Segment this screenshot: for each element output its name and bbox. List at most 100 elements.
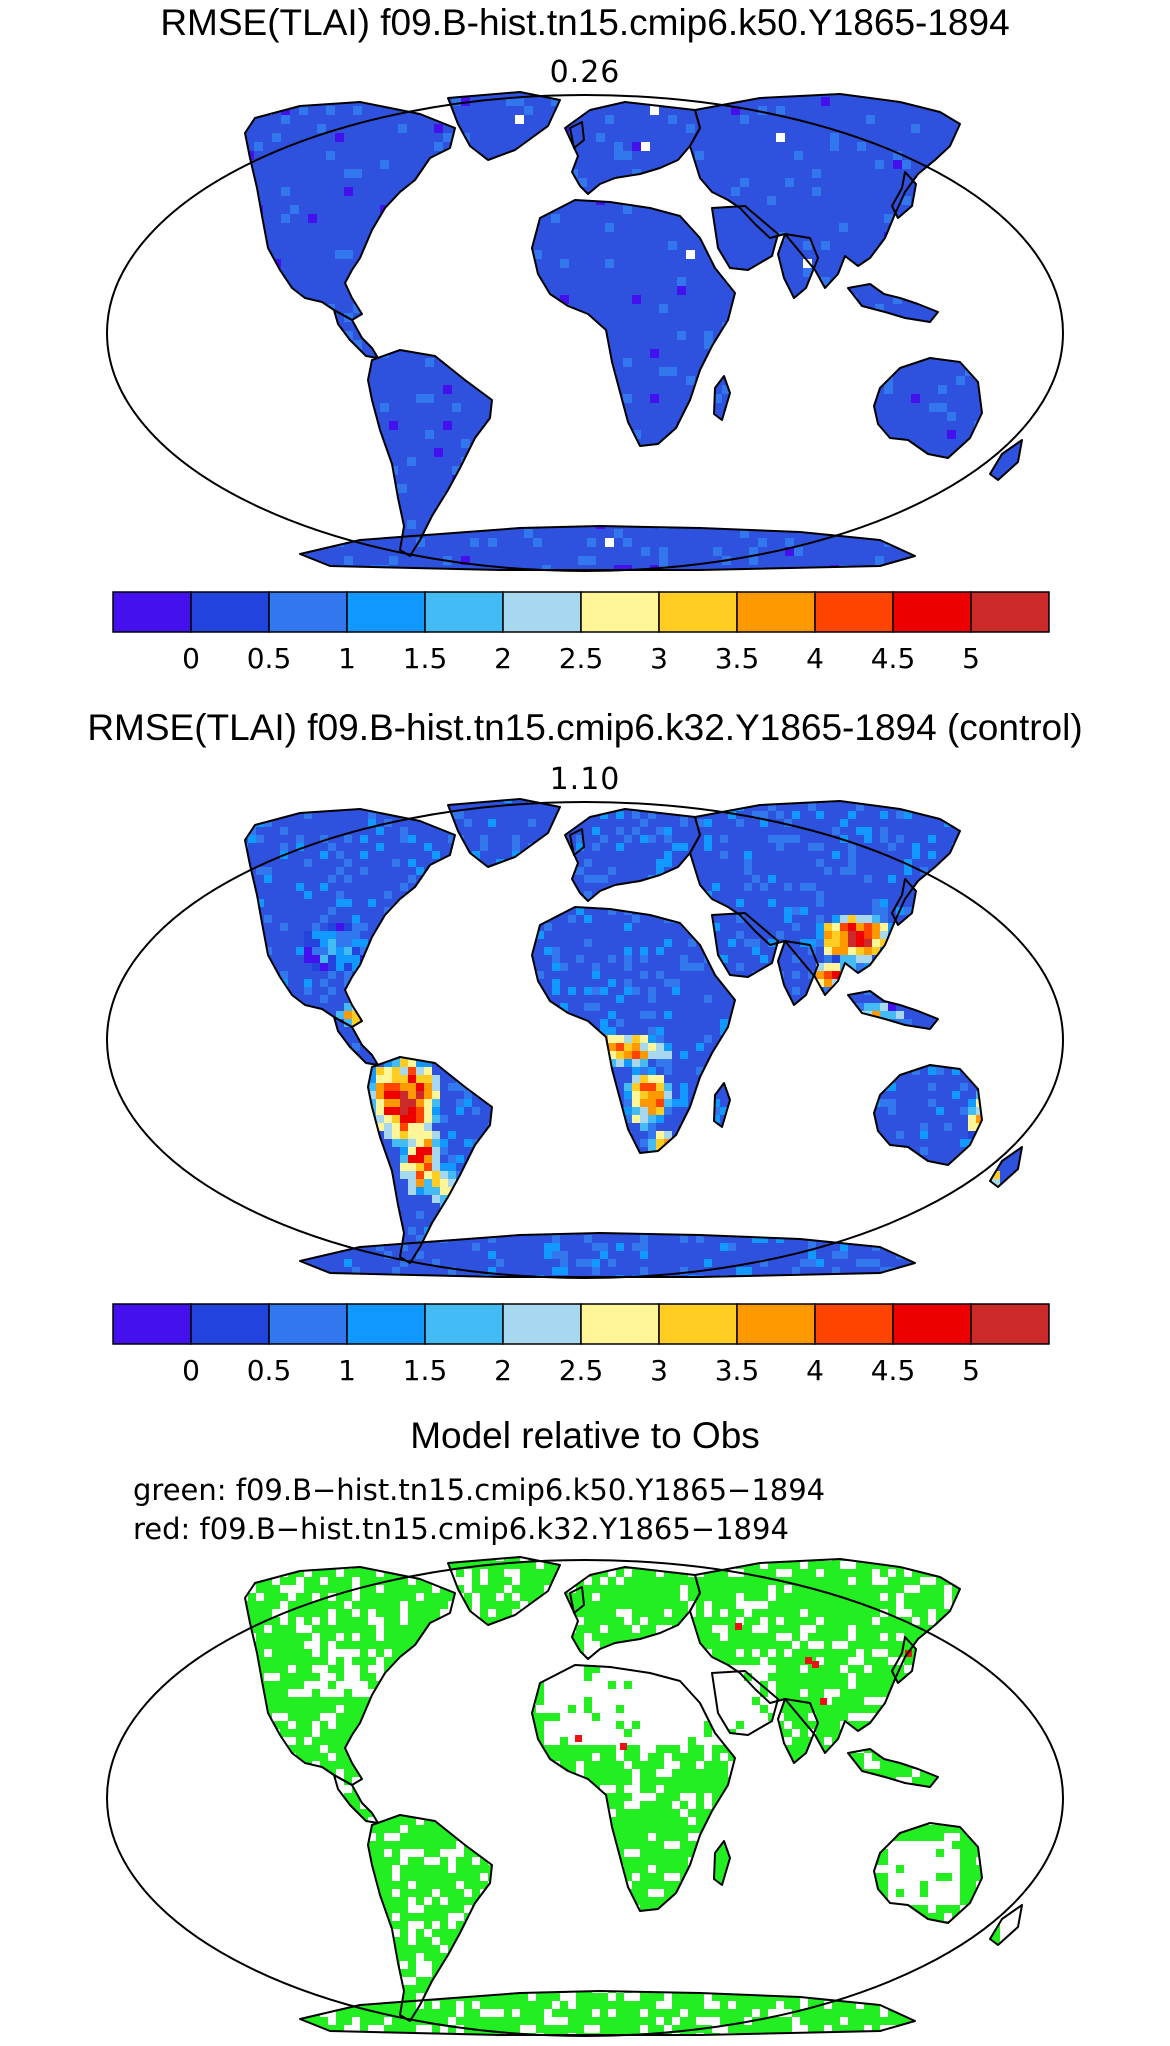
colorbar-tick-label: 1.5 bbox=[403, 1354, 448, 1387]
colorbar-tick-label: 3.5 bbox=[715, 642, 760, 675]
coastline-north-america bbox=[244, 101, 456, 321]
colorbar-tick-label: 4 bbox=[806, 1354, 824, 1387]
colorbar-swatch bbox=[970, 1303, 1050, 1345]
colorbar-tick-label: 4.5 bbox=[871, 642, 916, 675]
coastline-se-asia-islands bbox=[847, 990, 939, 1030]
coastline-australia bbox=[873, 1064, 983, 1166]
coastline-greenland bbox=[447, 798, 561, 868]
coastline-se-asia-islands bbox=[847, 283, 939, 323]
coastline-europe bbox=[564, 1566, 701, 1660]
coastline-south-america bbox=[367, 1056, 493, 1264]
colorbar-swatch bbox=[190, 1303, 270, 1345]
coastline-madagascar bbox=[713, 375, 731, 421]
coastline-australia bbox=[873, 357, 983, 459]
coastline-japan bbox=[891, 1636, 917, 1684]
colorbar-tick-label: 2.5 bbox=[559, 642, 604, 675]
globe-outline bbox=[106, 1559, 1064, 2037]
colorbar-tick-label: 3 bbox=[650, 1354, 668, 1387]
coastline-asia bbox=[689, 93, 961, 289]
colorbar-swatch bbox=[268, 591, 348, 633]
colorbar-swatch bbox=[580, 591, 660, 633]
coastline-india bbox=[777, 940, 819, 1006]
panel-2-value: 1.10 bbox=[549, 762, 621, 797]
coastlines bbox=[244, 1556, 1023, 2036]
coastline-madagascar bbox=[713, 1082, 731, 1128]
colorbar-tick-label: 1.5 bbox=[403, 642, 448, 675]
coastline-arabia bbox=[711, 912, 779, 978]
colorbar-swatch bbox=[112, 1303, 192, 1345]
coastline-new-zealand bbox=[989, 1146, 1023, 1188]
colorbar-swatch bbox=[346, 591, 426, 633]
colorbar-swatch bbox=[268, 1303, 348, 1345]
colorbar-tick-label: 0.5 bbox=[247, 1354, 292, 1387]
colorbar-swatch bbox=[346, 1303, 426, 1345]
globe-outline bbox=[106, 801, 1064, 1279]
coastline-greenland bbox=[447, 1556, 561, 1626]
globe-outline bbox=[106, 94, 1064, 572]
panel-3-title: Model relative to Obs bbox=[410, 1415, 760, 1456]
colorbar-tick-label: 0.5 bbox=[247, 642, 292, 675]
coastline-asia bbox=[689, 800, 961, 996]
colorbar-swatch bbox=[970, 591, 1050, 633]
colorbar-tick-label: 0 bbox=[182, 642, 200, 675]
colorbar-swatch bbox=[814, 1303, 894, 1345]
coastline-africa bbox=[531, 199, 736, 447]
colorbar-swatch bbox=[424, 1303, 504, 1345]
coastline-japan bbox=[891, 171, 917, 219]
coastline-uk bbox=[569, 1586, 585, 1614]
colorbar-tick-label: 2 bbox=[494, 642, 512, 675]
panel-1-map bbox=[106, 91, 1064, 572]
coastline-greenland bbox=[447, 91, 561, 161]
panel-1-value: 0.26 bbox=[549, 55, 621, 90]
colorbar-swatch bbox=[814, 591, 894, 633]
colorbar-tick-label: 0 bbox=[182, 1354, 200, 1387]
coastline-africa bbox=[531, 906, 736, 1154]
colorbar-swatch bbox=[658, 1303, 738, 1345]
colorbar-swatch bbox=[736, 1303, 816, 1345]
legend-red-text: red: f09.B−hist.tn15.cmip6.k32.Y1865−189… bbox=[133, 1512, 789, 1546]
coastline-south-america bbox=[367, 349, 493, 557]
panel-2-title: RMSE(TLAI) f09.B-hist.tn15.cmip6.k32.Y18… bbox=[87, 707, 1083, 748]
colorbar-tick-label: 2 bbox=[494, 1354, 512, 1387]
coastline-asia bbox=[689, 1558, 961, 1754]
coastline-north-america bbox=[244, 1566, 456, 1786]
colorbar-swatch bbox=[424, 591, 504, 633]
colorbar-swatch bbox=[736, 591, 816, 633]
coastline-arabia bbox=[711, 205, 779, 271]
colorbar-swatch bbox=[502, 1303, 582, 1345]
coastline-india bbox=[777, 233, 819, 299]
colorbar-tick-label: 4.5 bbox=[871, 1354, 916, 1387]
panel-1-title: RMSE(TLAI) f09.B-hist.tn15.cmip6.k50.Y18… bbox=[160, 2, 1010, 43]
colorbar-tick-label: 3.5 bbox=[715, 1354, 760, 1387]
colorbar-tick-label: 1 bbox=[338, 642, 356, 675]
coastlines bbox=[244, 91, 1023, 571]
coastline-europe bbox=[564, 808, 701, 902]
coastline-africa bbox=[531, 1664, 736, 1912]
coastline-se-asia-islands bbox=[847, 1748, 939, 1788]
panel-1-colorbar: 0 0.5 1 1.5 2 2.5 3 3.5 4 4.5 5 bbox=[112, 591, 1050, 675]
coastline-new-zealand bbox=[989, 1904, 1023, 1946]
colorbar-swatch bbox=[580, 1303, 660, 1345]
colorbar-swatch bbox=[892, 591, 972, 633]
coastline-new-zealand bbox=[989, 439, 1023, 481]
panel-3-map bbox=[106, 1556, 1064, 2037]
colorbar-tick-label: 4 bbox=[806, 642, 824, 675]
coastline-uk bbox=[569, 828, 585, 856]
colorbar-swatch bbox=[112, 591, 192, 633]
coastline-europe bbox=[564, 101, 701, 195]
colorbar-tick-label: 3 bbox=[650, 642, 668, 675]
coastline-south-america bbox=[367, 1814, 493, 2022]
colorbar-tick-label: 5 bbox=[962, 1354, 980, 1387]
colorbar-swatch bbox=[190, 591, 270, 633]
colorbar-swatch bbox=[892, 1303, 972, 1345]
colorbar-tick-label: 1 bbox=[338, 1354, 356, 1387]
coastline-madagascar bbox=[713, 1840, 731, 1886]
coastline-north-america bbox=[244, 808, 456, 1028]
panel-2-map bbox=[106, 798, 1064, 1279]
colorbar-tick-label: 5 bbox=[962, 642, 980, 675]
colorbar-swatch bbox=[658, 591, 738, 633]
colorbar-tick-label: 2.5 bbox=[559, 1354, 604, 1387]
coastline-japan bbox=[891, 878, 917, 926]
coastline-arabia bbox=[711, 1670, 779, 1736]
